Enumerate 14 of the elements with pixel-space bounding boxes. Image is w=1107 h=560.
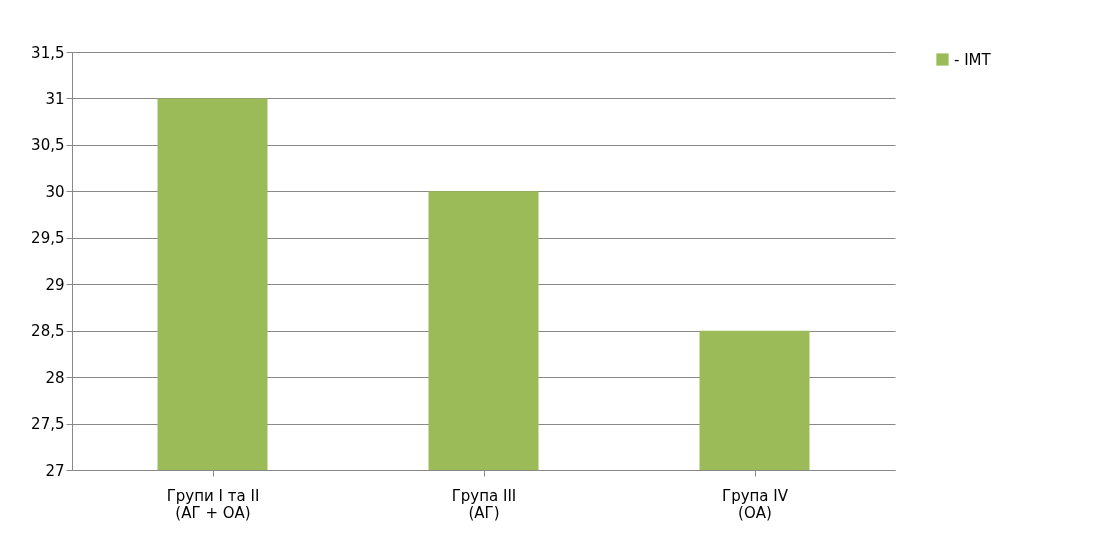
- y-tick-label: 27: [45, 461, 65, 480]
- y-tick-label: 28: [45, 368, 65, 387]
- y-tick-label: 31,5: [31, 43, 65, 62]
- x-tick-label: Група ІІІ (АГ): [451, 486, 517, 522]
- legend-label: - ІМТ: [954, 50, 992, 69]
- y-tick-label: 30,5: [31, 136, 65, 155]
- y-tick-label: 30: [45, 182, 65, 201]
- y-tick-label: 29,5: [31, 229, 65, 248]
- y-tick-label: 27,5: [31, 415, 65, 434]
- y-tick-label: 31: [45, 89, 65, 108]
- x-tick-label: Групи І та ІІ (АГ + ОА): [166, 486, 260, 522]
- y-tick-label: 29: [45, 275, 65, 294]
- y-tick-label: 28,5: [31, 322, 65, 341]
- x-tick-label: Група IV (ОА): [722, 486, 789, 522]
